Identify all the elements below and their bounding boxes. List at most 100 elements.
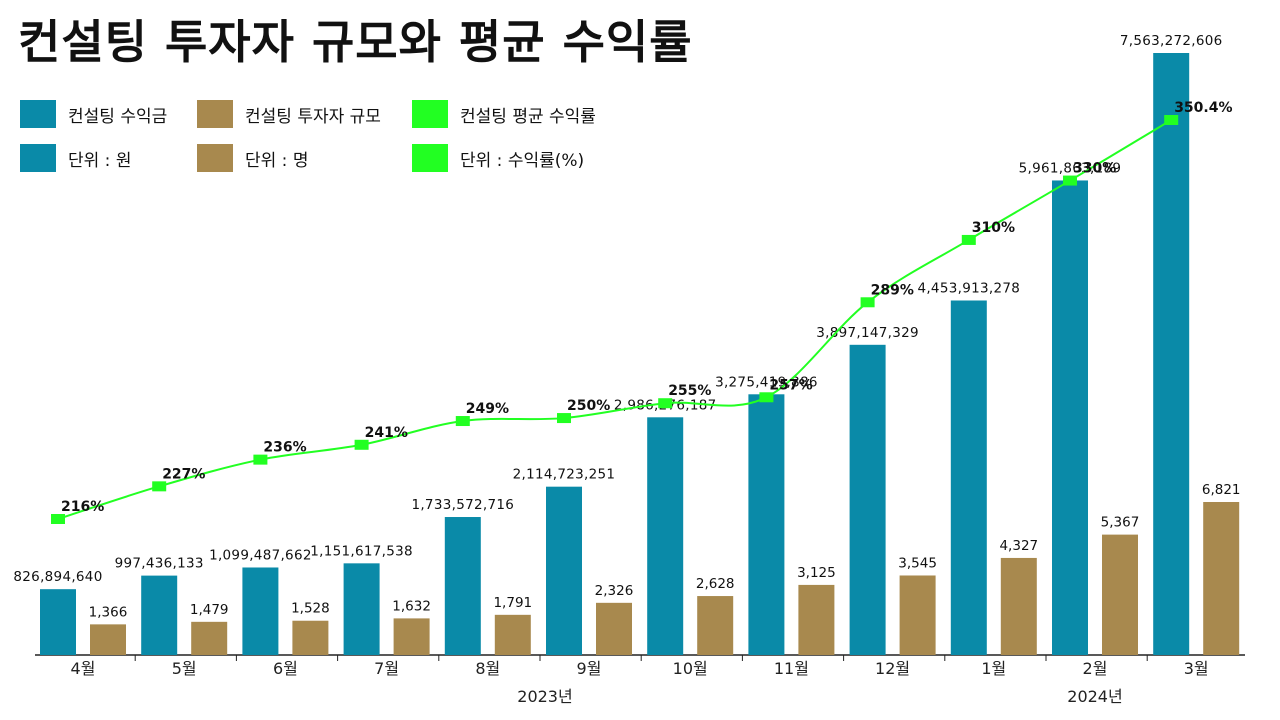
investor-bar	[596, 602, 632, 655]
return-data-label: 250%	[567, 398, 610, 414]
investor-bar	[1000, 557, 1037, 655]
unit-label-investors: 단위 : 명	[245, 150, 309, 171]
return-marker	[860, 297, 875, 308]
x-tick-label: 11월	[774, 659, 809, 678]
return-marker	[1164, 115, 1179, 125]
return-data-label: 257%	[769, 377, 812, 393]
return-marker	[51, 514, 65, 524]
return-marker	[658, 398, 673, 409]
investor-bar	[393, 618, 430, 655]
revenue-bar	[40, 589, 76, 655]
investor-data-label: 6,821	[1202, 482, 1241, 498]
return-marker	[354, 439, 369, 450]
revenue-bar	[343, 563, 380, 655]
legend-item-revenue: 컨설팅 수익금	[20, 100, 167, 128]
return-data-label: 330%	[1073, 161, 1116, 177]
revenue-bar	[1153, 53, 1190, 655]
legend-label-return: 컨설팅 평균 수익률	[460, 106, 596, 127]
revenue-bar	[546, 486, 582, 655]
revenue-data-label: 1,151,617,538	[310, 543, 413, 559]
legend-swatch-investors	[197, 100, 233, 128]
revenue-data-label: 826,894,640	[13, 569, 102, 585]
investor-bar	[1203, 502, 1240, 655]
return-data-label: 241%	[365, 425, 408, 441]
return-marker	[455, 416, 470, 427]
investor-data-label: 4,327	[999, 538, 1038, 554]
investor-bar	[1102, 534, 1138, 655]
x-tick-label: 8월	[475, 659, 500, 678]
legend-swatch-revenue	[20, 100, 56, 128]
revenue-bar	[1052, 180, 1088, 655]
investor-data-label: 2,326	[595, 583, 634, 599]
investor-data-label: 1,479	[190, 602, 229, 618]
legend-item-return: 컨설팅 평균 수익률	[412, 100, 596, 128]
return-marker	[253, 454, 268, 465]
return-line	[57, 119, 1172, 520]
investor-data-label: 5,367	[1101, 515, 1140, 531]
revenue-bar	[141, 575, 178, 655]
x-tick-label: 3월	[1184, 659, 1209, 678]
x-tick-label: 6월	[273, 659, 298, 678]
revenue-bar	[849, 344, 886, 655]
unit-swatch-return	[412, 144, 448, 172]
legend-item-investors: 컨설팅 투자자 규모	[197, 100, 381, 128]
return-marker	[557, 413, 571, 424]
revenue-bar	[748, 394, 785, 655]
revenue-bar	[444, 517, 481, 655]
legend-unit-revenue: 단위 : 원	[20, 144, 131, 172]
revenue-data-label: 3,897,147,329	[816, 325, 919, 341]
investor-bar	[899, 575, 936, 655]
x-tick-label: 12월	[875, 659, 910, 678]
revenue-data-label: 1,099,487,662	[209, 547, 312, 563]
investor-data-label: 1,528	[291, 601, 330, 617]
x-tick-label: 7월	[374, 659, 399, 678]
return-marker	[759, 392, 774, 403]
investor-bar	[191, 621, 228, 655]
return-data-label: 255%	[668, 383, 711, 399]
x-tick-label: 1월	[981, 659, 1006, 678]
legend-unit-return: 단위 : 수익률(%)	[412, 144, 584, 172]
year-label-2023: 2023년	[517, 687, 572, 706]
revenue-bar	[950, 300, 987, 655]
x-tick-label: 9월	[577, 659, 602, 678]
revenue-data-label: 997,436,133	[115, 556, 204, 572]
unit-swatch-revenue	[20, 144, 56, 172]
investor-data-label: 3,545	[898, 555, 937, 571]
x-tick-label: 2월	[1083, 659, 1108, 678]
investor-bar	[292, 620, 329, 655]
revenue-data-label: 7,563,272,606	[1120, 33, 1223, 49]
revenue-bar	[242, 567, 279, 655]
return-data-label: 289%	[871, 282, 914, 298]
legend-label-investors: 컨설팅 투자자 규모	[245, 106, 381, 127]
revenue-data-label: 2,114,723,251	[513, 467, 616, 483]
unit-label-return: 단위 : 수익률(%)	[460, 150, 585, 171]
return-marker	[961, 234, 976, 245]
return-marker	[1063, 175, 1077, 186]
unit-swatch-investors	[197, 144, 233, 172]
investor-data-label: 1,632	[392, 598, 431, 614]
x-tick-label: 10월	[673, 659, 708, 678]
investor-data-label: 3,125	[797, 565, 836, 581]
legend-unit-investors: 단위 : 명	[197, 144, 308, 172]
return-data-label: 227%	[162, 466, 205, 482]
legend-label-revenue: 컨설팅 수익금	[68, 106, 168, 127]
legend-swatch-return	[412, 100, 448, 128]
revenue-data-label: 4,453,913,278	[917, 280, 1020, 296]
investor-bar	[494, 614, 531, 655]
investor-bar	[697, 596, 734, 655]
return-data-label: 216%	[61, 499, 104, 515]
return-data-label: 310%	[972, 220, 1015, 236]
revenue-data-label: 1,733,572,716	[411, 497, 514, 513]
return-data-label: 350.4%	[1174, 100, 1232, 116]
investor-bar	[798, 584, 835, 655]
chart-title: 컨설팅 투자자 규모와 평균 수익률	[18, 15, 693, 69]
x-tick-label: 4월	[71, 659, 96, 678]
unit-label-revenue: 단위 : 원	[68, 150, 132, 171]
investor-data-label: 2,628	[696, 576, 735, 592]
year-label-2024: 2024년	[1067, 687, 1122, 706]
investor-data-label: 1,791	[493, 595, 532, 611]
revenue-bar	[647, 417, 684, 655]
x-tick-label: 5월	[172, 659, 197, 678]
return-data-label: 249%	[466, 401, 509, 417]
